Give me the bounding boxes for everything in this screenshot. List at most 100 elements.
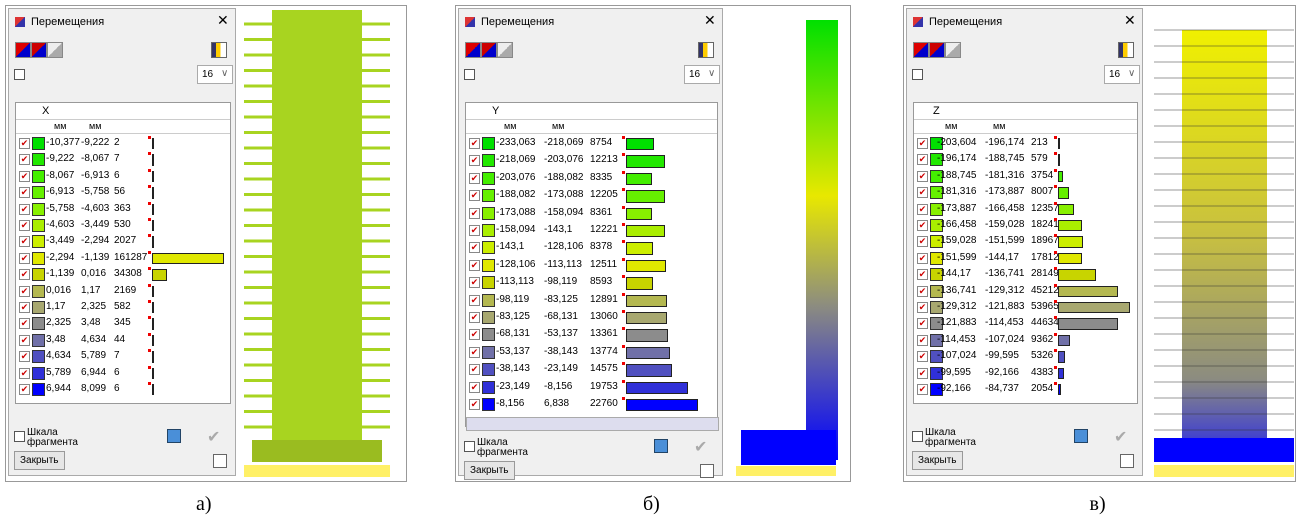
row-check[interactable]: ✔ — [469, 399, 480, 410]
filter-icon[interactable] — [1120, 454, 1134, 468]
row-check[interactable]: ✔ — [917, 269, 928, 280]
row-check[interactable]: ✔ — [19, 187, 30, 198]
close-icon[interactable]: ✕ — [1124, 12, 1136, 29]
row-check[interactable]: ✔ — [469, 295, 480, 306]
close-icon[interactable]: ✕ — [704, 12, 716, 29]
close-icon[interactable]: ✕ — [217, 12, 229, 29]
tool-button[interactable] — [945, 42, 961, 58]
options-button[interactable] — [211, 42, 227, 58]
row-check[interactable]: ✔ — [917, 253, 928, 264]
row-check[interactable]: ✔ — [917, 351, 928, 362]
apply-icon[interactable]: ✔ — [694, 437, 707, 457]
row-check[interactable]: ✔ — [19, 335, 30, 346]
row-check[interactable]: ✔ — [19, 138, 30, 149]
row-check[interactable]: ✔ — [917, 384, 928, 395]
marker — [148, 382, 151, 385]
count-bar — [1058, 318, 1118, 329]
row-check[interactable]: ✔ — [469, 364, 480, 375]
row-check[interactable]: ✔ — [917, 204, 928, 215]
row-check[interactable]: ✔ — [917, 171, 928, 182]
options-button[interactable] — [698, 42, 714, 58]
color-swatch — [482, 172, 495, 185]
row-check[interactable]: ✔ — [917, 335, 928, 346]
row-check[interactable]: ✔ — [469, 382, 480, 393]
row-check[interactable]: ✔ — [19, 204, 30, 215]
row-check[interactable]: ✔ — [469, 277, 480, 288]
tool-button[interactable] — [913, 42, 929, 58]
row-check[interactable]: ✔ — [469, 312, 480, 323]
row-check[interactable]: ✔ — [917, 302, 928, 313]
row-check[interactable]: ✔ — [19, 154, 30, 165]
tool-button[interactable] — [15, 42, 31, 58]
count-bar — [626, 225, 665, 237]
row-check[interactable]: ✔ — [19, 220, 30, 231]
options-button[interactable] — [1118, 42, 1134, 58]
settings-icon[interactable] — [167, 429, 181, 443]
close-button[interactable]: Закрыть — [912, 451, 963, 470]
row-check[interactable]: ✔ — [19, 286, 30, 297]
range-to: -4,603 — [81, 203, 109, 214]
count: 8361 — [590, 207, 612, 218]
row-check[interactable]: ✔ — [917, 154, 928, 165]
filter-icon[interactable] — [700, 464, 714, 478]
row-check[interactable]: ✔ — [19, 384, 30, 395]
app-icon — [913, 17, 923, 27]
row-check[interactable]: ✔ — [19, 351, 30, 362]
row-check[interactable]: ✔ — [917, 318, 928, 329]
row-check[interactable]: ✔ — [469, 260, 480, 271]
range-to: -173,887 — [985, 186, 1024, 197]
marker — [148, 202, 151, 205]
row-check[interactable]: ✔ — [469, 242, 480, 253]
row-check[interactable]: ✔ — [19, 236, 30, 247]
row-check[interactable]: ✔ — [19, 269, 30, 280]
tool-button[interactable] — [481, 42, 497, 58]
apply-icon[interactable]: ✔ — [1114, 427, 1127, 447]
check-box[interactable] — [912, 69, 923, 80]
row-check[interactable]: ✔ — [469, 138, 480, 149]
settings-icon[interactable] — [654, 439, 668, 453]
row-check[interactable]: ✔ — [469, 190, 480, 201]
row-check[interactable]: ✔ — [469, 155, 480, 166]
check-box[interactable] — [14, 431, 25, 442]
check-box[interactable] — [912, 431, 923, 442]
color-swatch — [32, 350, 45, 363]
row-check[interactable]: ✔ — [469, 173, 480, 184]
tool-button[interactable] — [47, 42, 63, 58]
row-check[interactable]: ✔ — [19, 302, 30, 313]
row-check[interactable]: ✔ — [19, 318, 30, 329]
row-check[interactable]: ✔ — [917, 187, 928, 198]
row-check[interactable]: ✔ — [917, 368, 928, 379]
filter-icon[interactable] — [213, 454, 227, 468]
close-button[interactable]: Закрыть — [14, 451, 65, 470]
tool-button[interactable] — [929, 42, 945, 58]
check-box[interactable] — [464, 69, 475, 80]
marker — [1054, 152, 1057, 155]
tool-button[interactable] — [31, 42, 47, 58]
row-check[interactable]: ✔ — [917, 236, 928, 247]
settings-icon[interactable] — [1074, 429, 1088, 443]
row-check[interactable]: ✔ — [917, 220, 928, 231]
levels-dropdown[interactable]: 16∨ — [1104, 65, 1140, 84]
model-view — [1154, 10, 1299, 480]
row-check[interactable]: ✔ — [19, 171, 30, 182]
tool-button[interactable] — [497, 42, 513, 58]
row-check[interactable]: ✔ — [469, 225, 480, 236]
check-box[interactable] — [464, 441, 475, 452]
range-from: -92,166 — [937, 383, 971, 394]
row-check[interactable]: ✔ — [19, 368, 30, 379]
count-bar — [626, 382, 688, 394]
row-check[interactable]: ✔ — [19, 253, 30, 264]
levels-dropdown[interactable]: 16∨ — [197, 65, 233, 84]
dropdown-arrow: ∨ — [221, 68, 228, 79]
apply-icon[interactable]: ✔ — [207, 427, 220, 447]
row-check[interactable]: ✔ — [469, 347, 480, 358]
row-check[interactable]: ✔ — [917, 138, 928, 149]
tool-button[interactable] — [465, 42, 481, 58]
levels-dropdown[interactable]: 16∨ — [684, 65, 720, 84]
row-check[interactable]: ✔ — [469, 208, 480, 219]
close-button[interactable]: Закрыть — [464, 461, 515, 480]
check-box[interactable] — [14, 69, 25, 80]
marker — [622, 380, 625, 383]
row-check[interactable]: ✔ — [917, 286, 928, 297]
row-check[interactable]: ✔ — [469, 329, 480, 340]
